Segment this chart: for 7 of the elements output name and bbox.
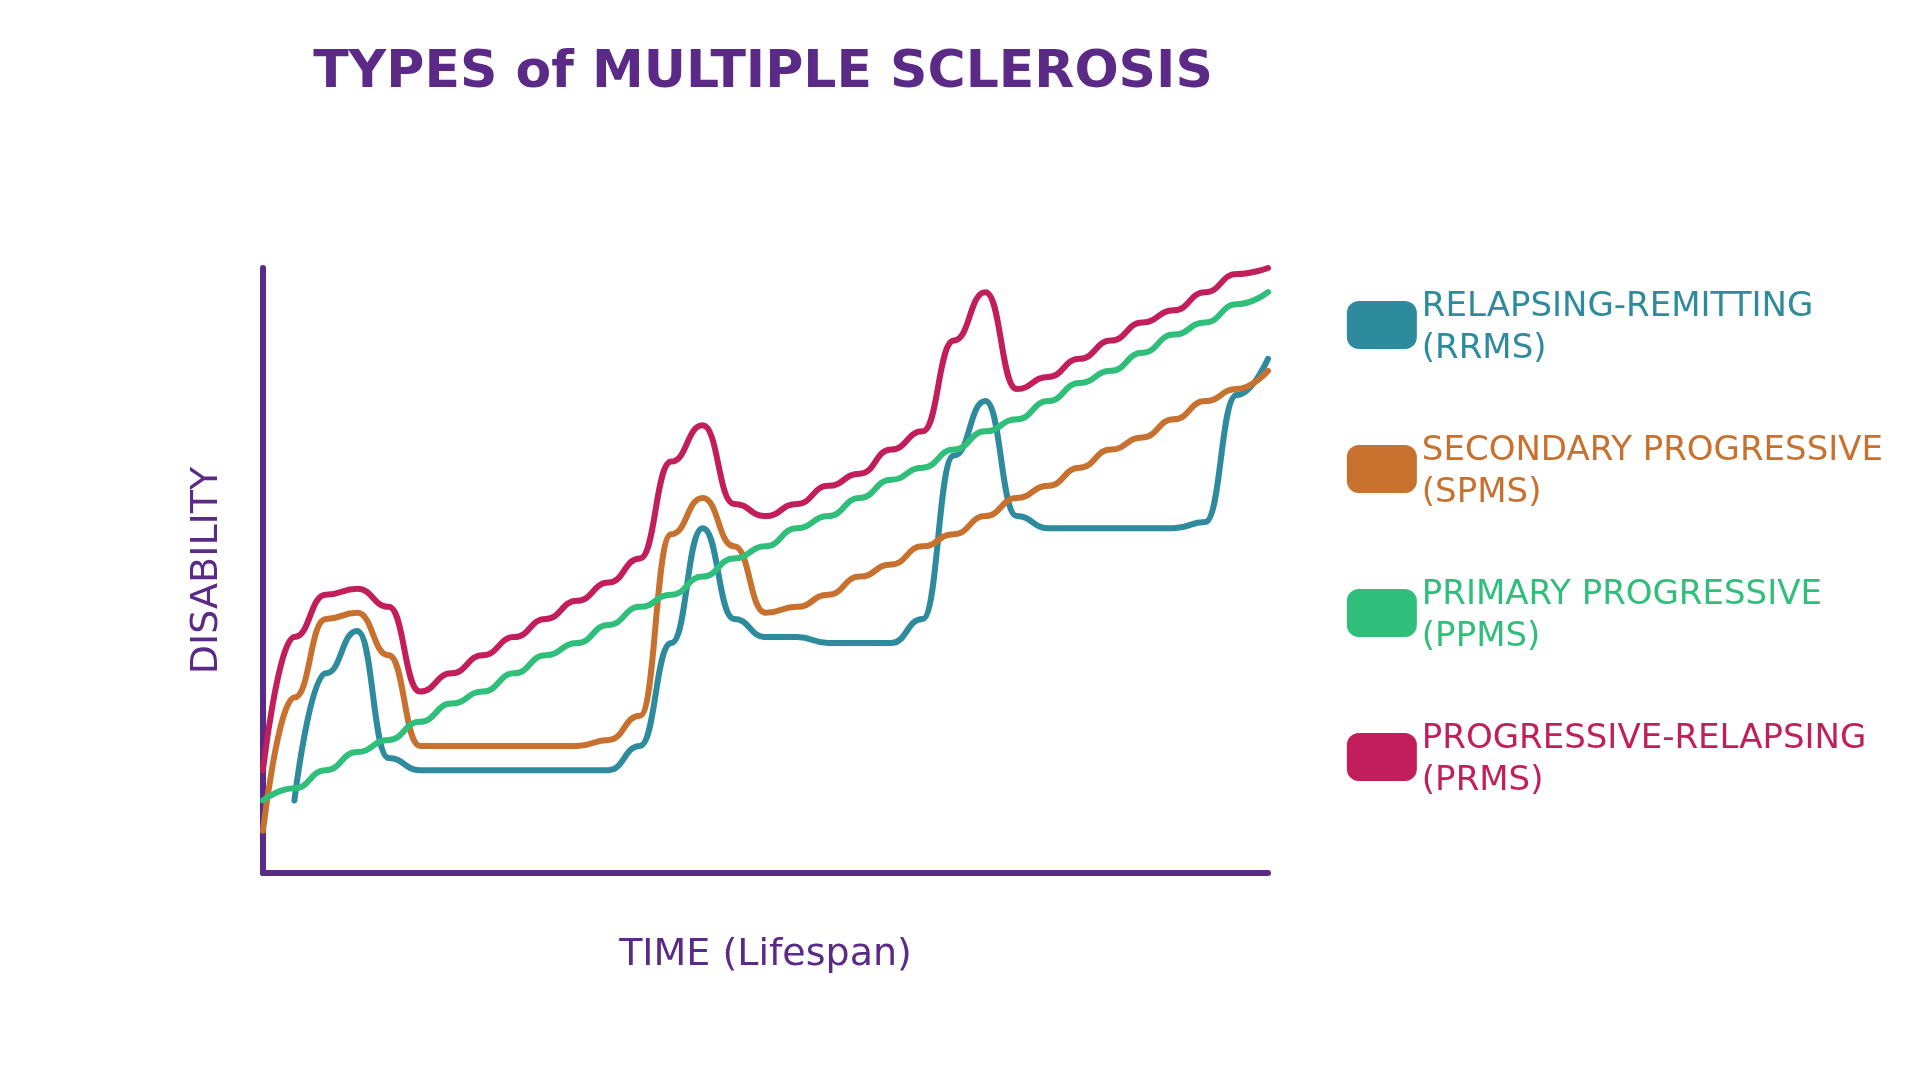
legend-label: PRIMARY PROGRESSIVE (PPMS) [1421,572,1822,654]
legend-label: PROGRESSIVE-RELAPSING (PRMS) [1421,716,1867,798]
x-axis-title: TIME (Lifespan) [618,930,912,974]
legend-label: SECONDARY PROGRESSIVE (SPMS) [1421,428,1884,510]
legend-label: RELAPSING-REMITTING (RRMS) [1421,284,1814,366]
chart-title: TYPES of MULTIPLE SCLEROSIS [313,39,1213,99]
y-axis-title: DISABILITY [182,466,226,675]
